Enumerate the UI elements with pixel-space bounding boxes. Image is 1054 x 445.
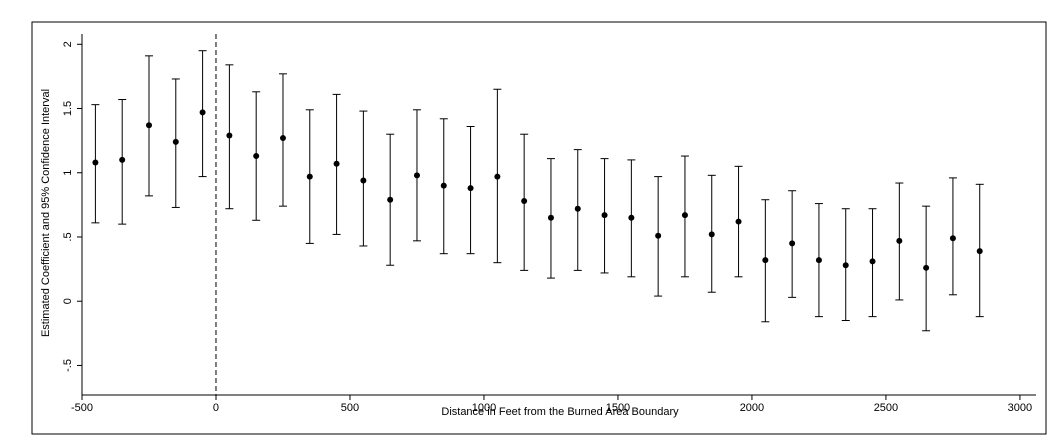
point	[762, 257, 769, 264]
point	[708, 231, 715, 238]
point	[521, 198, 528, 205]
point	[655, 232, 662, 239]
point	[413, 172, 420, 179]
point	[440, 182, 447, 189]
point	[601, 212, 608, 219]
point	[949, 235, 956, 242]
point	[494, 173, 501, 180]
point	[226, 132, 233, 139]
point	[333, 160, 340, 167]
point	[869, 258, 876, 265]
point	[253, 153, 260, 160]
point	[172, 138, 179, 145]
point	[279, 135, 286, 142]
x-tick-label: 500	[341, 402, 359, 414]
x-tick-label: 3000	[1008, 402, 1032, 414]
x-tick-label: -500	[71, 402, 93, 414]
y-tick-label: 0	[62, 298, 74, 304]
x-tick-label: 2500	[874, 402, 898, 414]
point	[119, 156, 126, 163]
x-tick-label: 1000	[472, 402, 496, 414]
x-tick-label: 0	[213, 402, 219, 414]
point	[628, 214, 635, 221]
y-tick-label: -.5	[62, 359, 74, 372]
y-tick-label: 1	[62, 170, 74, 176]
point	[547, 214, 554, 221]
y-tick-label: .5	[62, 232, 74, 241]
x-axis-label: Distance in Feet from the Burned Area Bo…	[441, 406, 679, 418]
point	[467, 185, 474, 192]
point	[199, 109, 206, 116]
point	[896, 237, 903, 244]
y-tick-label: 2	[62, 41, 74, 47]
point	[360, 177, 367, 184]
y-tick-label: 1.5	[62, 101, 74, 116]
point	[145, 122, 152, 129]
y-axis-label: Estimated Coefficient and 95% Confidence…	[40, 89, 52, 337]
point	[387, 196, 394, 203]
point	[92, 159, 99, 166]
frame	[31, 21, 1047, 435]
point	[681, 212, 688, 219]
point	[842, 262, 849, 269]
point	[306, 173, 313, 180]
x-tick-label: 2000	[740, 402, 764, 414]
point	[574, 205, 581, 212]
point	[789, 240, 796, 247]
x-tick-label: 1500	[606, 402, 630, 414]
point	[976, 248, 983, 255]
point	[735, 218, 742, 225]
point	[923, 264, 930, 271]
point	[815, 257, 822, 264]
